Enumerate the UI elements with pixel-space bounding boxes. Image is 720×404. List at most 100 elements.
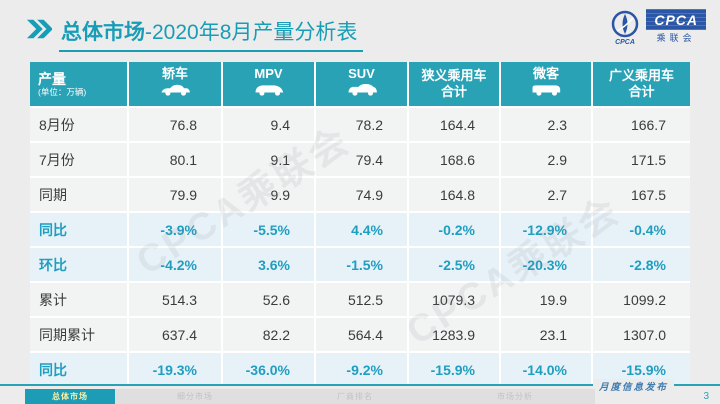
slide-header: 总体市场-2020年8月产量分析表 [26, 16, 364, 52]
table-cell: -12.9% [500, 212, 593, 248]
table-cell: 80.1 [128, 142, 223, 178]
column-label: 轿车 [161, 65, 188, 81]
table-cell: -3.9% [128, 212, 223, 248]
suv-icon [345, 83, 379, 102]
column-label: 广义乘用车 [608, 68, 674, 83]
table-cell: -14.0% [500, 352, 593, 386]
table-cell: 9.9 [222, 177, 316, 213]
column-header-narrow-pv-total: 狭义乘用车 合计 [408, 62, 501, 108]
table-cell: -4.2% [128, 247, 223, 283]
table-cell: -20.3% [500, 247, 593, 283]
tab-market-analysis[interactable]: 市场分析 [497, 392, 533, 401]
svg-text:CPCA: CPCA [615, 39, 635, 46]
column-header-label: 产量 [38, 70, 66, 87]
table-cell: 78.2 [315, 107, 409, 143]
table-cell: 79.4 [315, 142, 409, 178]
table-cell: 1079.3 [408, 282, 501, 318]
table-row-same-period: 同期 79.9 9.9 74.9 164.8 2.7 167.5 [30, 177, 690, 213]
column-label: SUV [348, 65, 375, 81]
table-cell: 512.5 [315, 282, 409, 318]
column-label: 合计 [628, 84, 655, 99]
row-label: 同期 [30, 177, 129, 213]
column-header-broad-pv-total: 广义乘用车 合计 [592, 62, 690, 108]
table-cell: 4.4% [315, 212, 409, 248]
double-chevron-icon [26, 19, 53, 44]
production-table-wrap: 产量 (单位：万辆) 轿车 [30, 62, 690, 386]
table-cell: 23.1 [500, 317, 593, 353]
table-cell: -1.5% [315, 247, 409, 283]
sedan-icon [158, 83, 192, 102]
tab-manufacturer-ranking[interactable]: 厂商排名 [337, 392, 373, 401]
column-header-suv: SUV [315, 62, 409, 108]
cpca-logo-sub: 乘联会 [656, 33, 696, 43]
table-row-mom: 环比 -4.2% 3.6% -1.5% -2.5% -20.3% -2.8% [30, 247, 690, 283]
footer-tabs: 总体市场 细分市场 厂商排名 市场分析 [25, 389, 595, 404]
table-row-prior-cumulative: 同期累计 637.4 82.2 564.4 1283.9 23.1 1307.0 [30, 317, 690, 353]
table-cell: -2.8% [592, 247, 690, 283]
cpca-logo-box: CPCA [646, 9, 706, 30]
table-cell: 514.3 [128, 282, 223, 318]
table-cell: -2.5% [408, 247, 501, 283]
row-label: 同期累计 [30, 317, 129, 353]
table-cell: 166.7 [592, 107, 690, 143]
column-label: 微客 [532, 65, 559, 81]
row-label: 8月份 [30, 107, 129, 143]
table-cell: 168.6 [408, 142, 501, 178]
page-title-primary: 总体市场 [61, 21, 145, 44]
tab-segment-market[interactable]: 细分市场 [177, 392, 213, 401]
table-cell: -19.3% [128, 352, 223, 386]
table-cell: 564.4 [315, 317, 409, 353]
table-cell: 9.4 [222, 107, 316, 143]
table-cell: 167.5 [592, 177, 690, 213]
table-cell: -0.2% [408, 212, 501, 248]
row-label: 同比 [30, 352, 129, 386]
column-label: MPV [254, 65, 283, 81]
table-cell: -9.2% [315, 352, 409, 386]
table-cell: 9.1 [222, 142, 316, 178]
column-header-minibus: 微客 [500, 62, 593, 108]
table-cell: -15.9% [408, 352, 501, 386]
page-number: 3 [703, 391, 709, 402]
table-cell: 2.7 [500, 177, 593, 213]
page-title-secondary: -2020年8月产量分析表 [145, 21, 358, 44]
table-row-yoy: 同比 -3.9% -5.5% 4.4% -0.2% -12.9% -0.4% [30, 212, 690, 248]
cpca-logo-text: CPCA 乘联会 [646, 9, 706, 44]
row-label: 环比 [30, 247, 129, 283]
production-table: 产量 (单位：万辆) 轿车 [30, 62, 690, 386]
table-cell: 1283.9 [408, 317, 501, 353]
table-cell: 164.4 [408, 107, 501, 143]
cpca-emblem-icon: CPCA [607, 9, 643, 52]
unit-note: (单位：万辆) [38, 86, 87, 97]
table-row-cumulative-yoy: 同比 -19.3% -36.0% -9.2% -15.9% -14.0% -15… [30, 352, 690, 386]
mpv-icon [252, 83, 286, 102]
table-cell: 164.8 [408, 177, 501, 213]
table-cell: 52.6 [222, 282, 316, 318]
column-header-production: 产量 (单位：万辆) [30, 62, 129, 108]
table-cell: -36.0% [222, 352, 316, 386]
table-cell: -5.5% [222, 212, 316, 248]
row-label: 累计 [30, 282, 129, 318]
table-cell: 82.2 [222, 317, 316, 353]
table-cell: 3.6% [222, 247, 316, 283]
table-cell: 74.9 [315, 177, 409, 213]
column-label: 狭义乘用车 [421, 68, 487, 83]
release-label: 月度信息发布 [592, 379, 674, 393]
column-header-mpv: MPV [222, 62, 316, 108]
tab-overall-market[interactable]: 总体市场 [25, 389, 115, 404]
table-cell: 2.3 [500, 107, 593, 143]
footer-divider-line [0, 384, 720, 386]
table-cell: 1307.0 [592, 317, 690, 353]
table-header-row: 产量 (单位：万辆) 轿车 [30, 62, 690, 108]
minibus-icon [529, 83, 563, 102]
footer-tab-strip: 细分市场 厂商排名 市场分析 [115, 389, 595, 404]
page-title: 总体市场-2020年8月产量分析表 [59, 16, 364, 52]
table-row-cumulative: 累计 514.3 52.6 512.5 1079.3 19.9 1099.2 [30, 282, 690, 318]
row-label: 同比 [30, 212, 129, 248]
table-cell: 637.4 [128, 317, 223, 353]
table-cell: 79.9 [128, 177, 223, 213]
table-cell: 2.9 [500, 142, 593, 178]
table-row-august: 8月份 76.8 9.4 78.2 164.4 2.3 166.7 [30, 107, 690, 143]
column-header-sedan: 轿车 [128, 62, 223, 108]
table-row-july: 7月份 80.1 9.1 79.4 168.6 2.9 171.5 [30, 142, 690, 178]
